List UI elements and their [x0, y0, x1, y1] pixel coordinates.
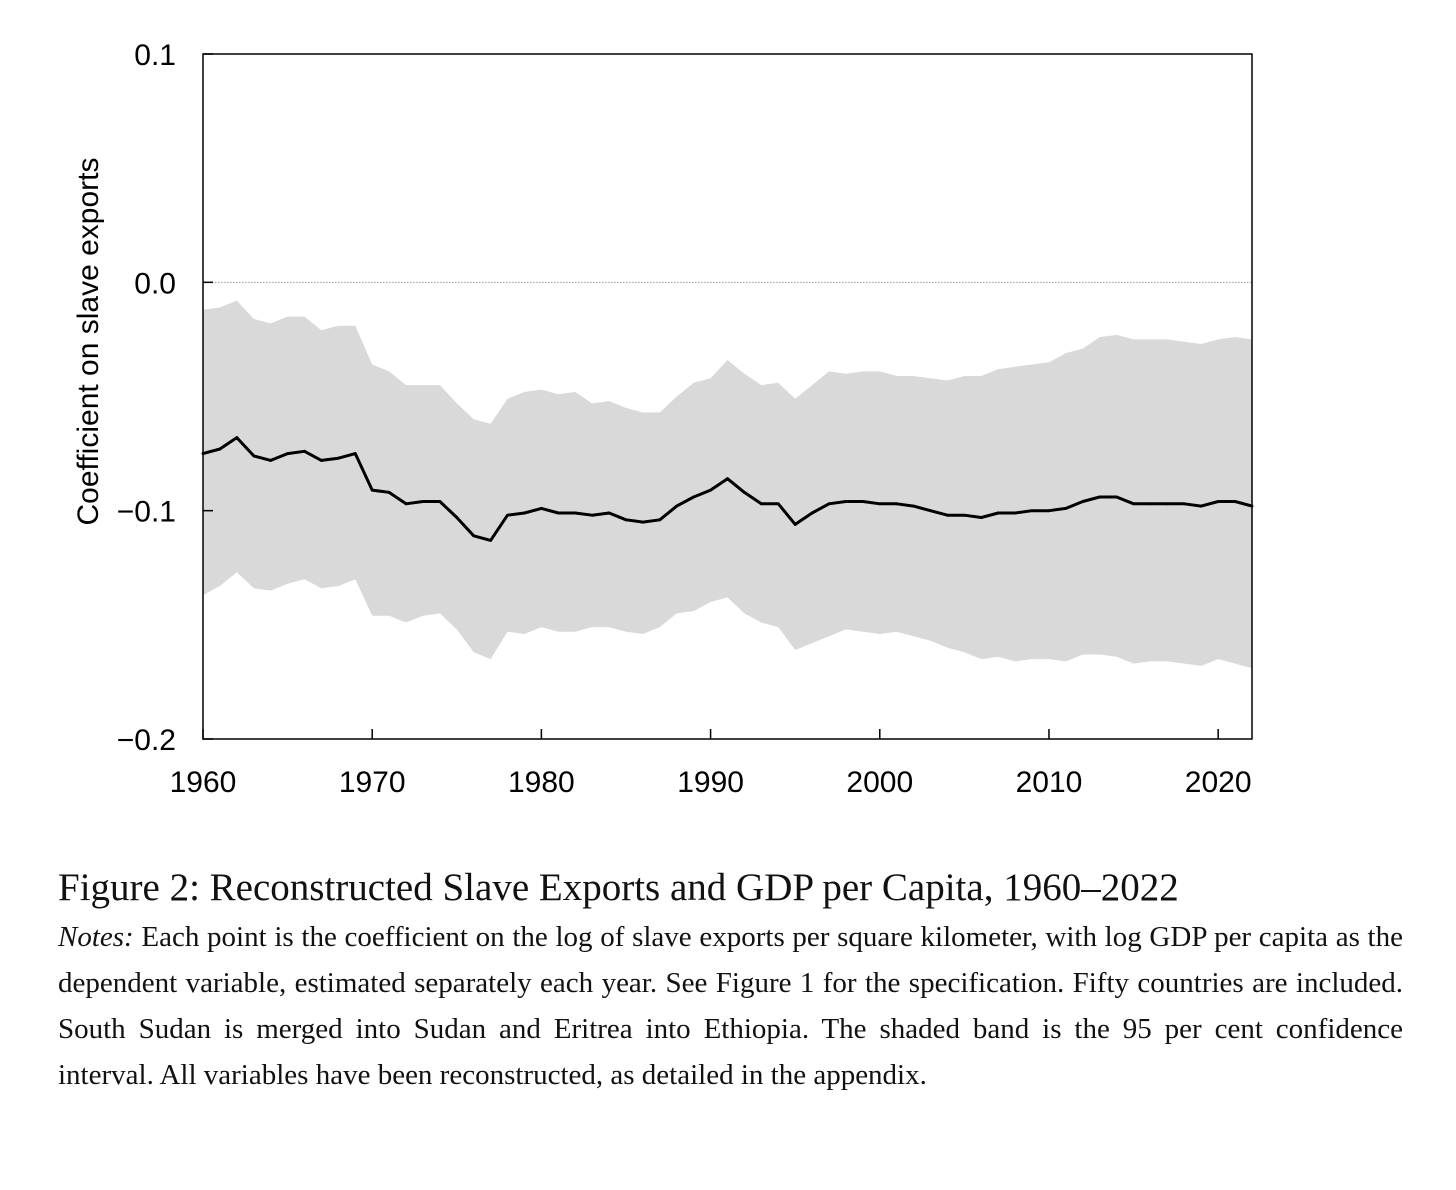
y-tick-label: 0.0: [134, 267, 176, 300]
data-point: [929, 509, 932, 513]
data-point: [979, 516, 983, 519]
data-point: [286, 452, 289, 455]
data-point: [743, 491, 746, 494]
data-point: [1166, 502, 1169, 506]
data-point: [776, 502, 780, 506]
data-point: [1199, 504, 1203, 508]
x-tick-label: 2010: [1016, 766, 1083, 799]
data-point: [556, 511, 560, 515]
data-point: [404, 502, 408, 506]
data-point: [235, 436, 239, 439]
data-point: [1115, 495, 1119, 499]
x-tick-label: 1970: [339, 766, 406, 799]
data-point: [1081, 500, 1085, 503]
y-axis: 0.1 0.0 −0.1 −0.2: [117, 39, 213, 757]
data-point: [523, 511, 526, 515]
data-point: [726, 477, 729, 481]
x-axis: 1960 1970 1980 1990 2000 2010 2020: [170, 729, 1252, 799]
data-point: [878, 502, 882, 506]
plot-frame: [202, 53, 1253, 740]
data-point: [320, 459, 323, 462]
data-point: [353, 452, 357, 455]
data-point: [675, 504, 679, 508]
confidence-band-layer: [203, 300, 1252, 669]
data-point: [1149, 502, 1152, 506]
figure-title: Figure 2: Reconstructed Slave Exports an…: [58, 866, 1179, 909]
coefficient-line-layer: [201, 436, 1254, 542]
data-point: [861, 500, 865, 503]
data-point: [996, 511, 1000, 515]
data-point: [946, 513, 949, 517]
confidence-band: [203, 300, 1252, 669]
data-point: [573, 511, 577, 515]
figure-notes: Notes: Each point is the coefficient on …: [58, 914, 1403, 1098]
data-point: [793, 522, 797, 526]
x-tick-label: 1990: [677, 766, 744, 799]
x-tick-label: 1980: [508, 766, 575, 799]
y-tick-label: −0.2: [117, 724, 176, 757]
y-tick-label: 0.1: [134, 39, 176, 72]
data-point: [472, 534, 476, 538]
chart: 1960 1970 1980 1990 2000 2010 2020 0.1 0.0 −0.1 −…: [72, 39, 1254, 799]
data-point: [962, 513, 966, 517]
data-point: [1064, 506, 1068, 510]
x-tick-label: 1960: [170, 766, 237, 799]
data-point: [810, 511, 814, 515]
data-point: [1233, 500, 1237, 503]
data-point: [1216, 500, 1220, 503]
data-point: [218, 447, 222, 451]
data-point: [641, 520, 645, 524]
data-point: [489, 538, 493, 542]
data-point: [590, 513, 594, 517]
data-point: [607, 511, 611, 515]
data-point: [539, 506, 543, 510]
data-point: [438, 500, 442, 503]
data-point: [1182, 502, 1186, 506]
data-point: [506, 513, 509, 517]
data-point: [421, 500, 425, 503]
data-point: [370, 488, 374, 492]
data-point: [844, 500, 848, 503]
data-point: [1098, 495, 1102, 499]
data-point: [1030, 509, 1034, 513]
data-point: [303, 449, 306, 453]
data-point: [624, 518, 628, 522]
data-point: [1013, 511, 1017, 515]
data-point: [455, 516, 459, 519]
data-point: [269, 459, 273, 462]
figure-caption: Figure 2: Reconstructed Slave Exports an…: [58, 862, 1403, 1098]
data-point: [759, 502, 763, 506]
x-tick-label: 2020: [1185, 766, 1252, 799]
data-point: [692, 495, 696, 499]
data-point: [895, 502, 899, 506]
data-point: [658, 518, 662, 522]
data-point: [709, 488, 712, 492]
y-tick-label: −0.1: [117, 496, 176, 529]
data-point: [1132, 502, 1135, 506]
y-axis-label: Coefficient on slave exports: [72, 158, 105, 526]
x-tick-label: 2000: [846, 766, 913, 799]
data-point: [252, 454, 256, 458]
data-point: [912, 504, 916, 508]
data-point: [827, 502, 831, 506]
notes-label: Notes:: [58, 921, 134, 953]
notes-text: Each point is the coefficient on the log…: [58, 921, 1403, 1091]
data-point: [336, 456, 340, 460]
data-point: [387, 491, 391, 494]
data-point: [1047, 509, 1051, 513]
